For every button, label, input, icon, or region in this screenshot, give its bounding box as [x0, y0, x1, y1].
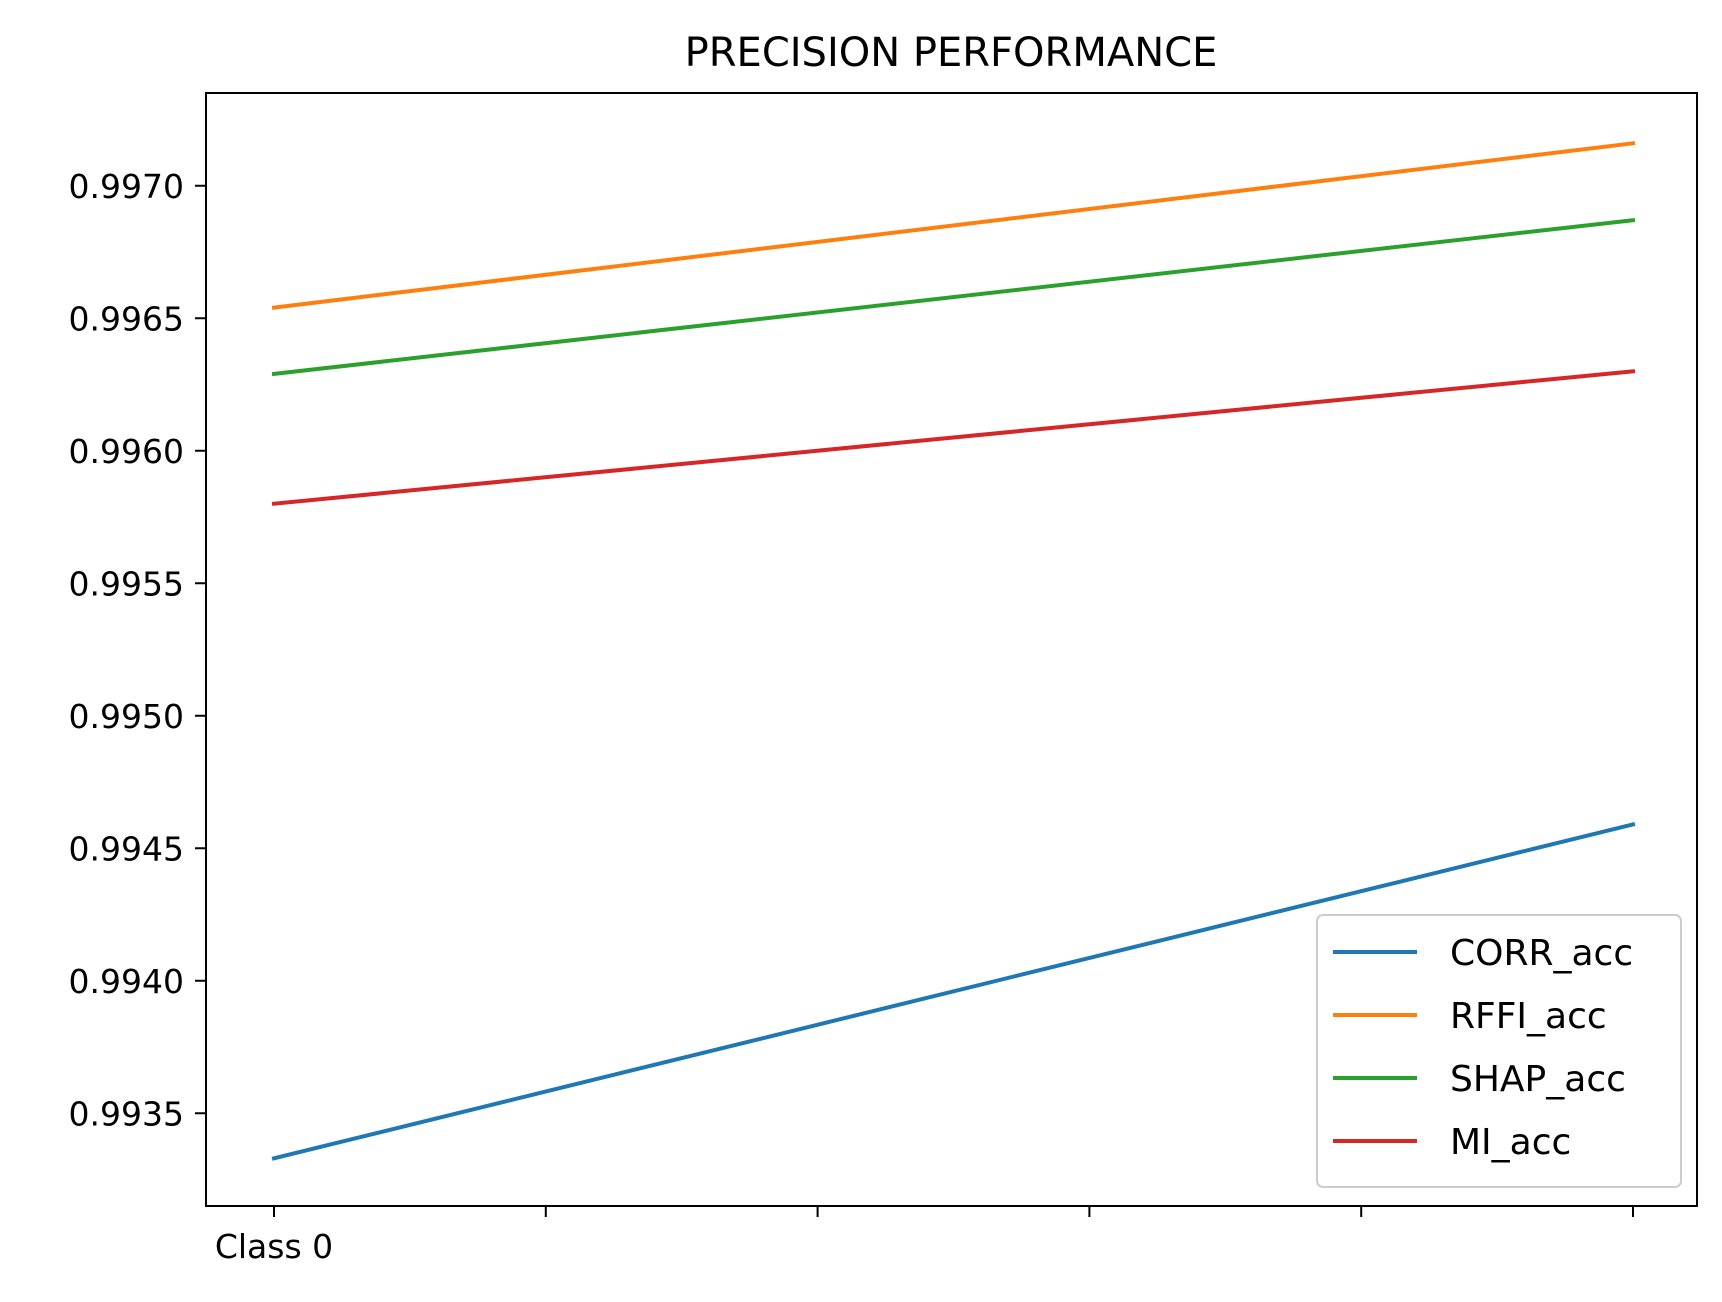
y-axis: 0.9935 0.9940 0.9945 0.9950 0.9955 0.9960 0.99… [69, 167, 206, 1133]
plot-frame [205, 92, 1698, 1207]
series-line-rffi-acc [271, 141, 1636, 310]
y-tick-label: 0.9970 [69, 167, 184, 206]
series-layer [271, 141, 1636, 1161]
y-tick-label: 0.9935 [69, 1094, 184, 1133]
legend-frame [1316, 914, 1682, 1188]
y-tick-label: 0.9965 [69, 299, 184, 338]
y-tick-label: 0.9945 [69, 829, 184, 868]
series-line-mi-acc [271, 369, 1636, 506]
y-tick-label: 0.9955 [69, 564, 184, 603]
series-line-shap-acc [271, 217, 1636, 377]
legend-label: RFFI_acc [1450, 996, 1607, 1037]
legend-label: MI_acc [1450, 1122, 1571, 1163]
legend: CORR_acc RFFI_acc SHAP_acc MI_acc [1316, 914, 1682, 1188]
y-tick-label: 0.9960 [69, 432, 184, 471]
legend-label: SHAP_acc [1450, 1059, 1626, 1100]
series-line-corr-acc [271, 821, 1636, 1161]
y-tick-label: 0.9950 [69, 697, 184, 736]
x-tick-label: Class 0 [215, 1227, 333, 1266]
y-tick-label: 0.9940 [69, 962, 184, 1001]
chart-title: PRECISION PERFORMANCE [685, 30, 1218, 76]
legend-label: CORR_acc [1450, 933, 1633, 974]
x-axis: Class 0 [215, 1206, 1634, 1266]
